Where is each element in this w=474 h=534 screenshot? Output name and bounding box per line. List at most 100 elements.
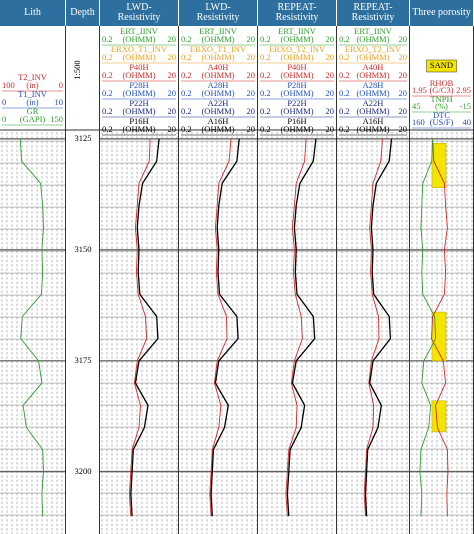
curve-unit: (OHMM) bbox=[356, 88, 389, 98]
curve-unit: (OHMM) bbox=[280, 88, 313, 98]
depth-tick-label: 3175 bbox=[75, 355, 92, 365]
track-title-text: REPEAT-Resistivity bbox=[351, 2, 395, 23]
curve-name: P40H bbox=[287, 62, 306, 72]
curve-min: 0.2 bbox=[181, 88, 192, 98]
depth-grid bbox=[0, 130, 66, 534]
curve-max: 10 bbox=[55, 97, 64, 107]
track-title: Lith bbox=[0, 0, 66, 26]
curve-max: 0 bbox=[59, 80, 63, 90]
curve-name: T2_INV bbox=[18, 72, 48, 82]
curve-name: A28H bbox=[208, 80, 229, 90]
track-title-text: Lith bbox=[24, 7, 41, 18]
log-curve bbox=[19, 138, 44, 517]
curve-max: 20 bbox=[168, 70, 177, 80]
curve-name: P16H bbox=[287, 116, 306, 126]
curve-unit: (%) bbox=[435, 101, 448, 111]
curve-max: 20 bbox=[399, 52, 408, 62]
log-curve bbox=[431, 138, 449, 517]
curve-name: P22H bbox=[287, 98, 306, 108]
curve-unit: (OHMM) bbox=[122, 52, 155, 62]
curve-max: 2.95 bbox=[456, 85, 471, 95]
curve-name: ERXO_T1_INV bbox=[190, 44, 247, 54]
curve-name: ERT_IINV bbox=[278, 26, 317, 36]
curve-unit: (OHMM) bbox=[122, 106, 155, 116]
track-title-text: LWD-Resistivity bbox=[196, 2, 240, 23]
curve-min: 0 bbox=[2, 114, 6, 124]
curve-max: 20 bbox=[326, 88, 335, 98]
curve-name: TNPH bbox=[430, 94, 452, 104]
curve-min: 0.2 bbox=[102, 106, 113, 116]
curve-unit: (G/C3) bbox=[429, 85, 453, 95]
curve-unit: (OHMM) bbox=[280, 124, 313, 134]
curve-max: 20 bbox=[168, 52, 177, 62]
curve-unit: (in) bbox=[26, 97, 38, 107]
curve-min: 0.2 bbox=[102, 34, 113, 44]
track-title: REPEAT-Resistivity bbox=[258, 0, 337, 26]
curve-max: 40 bbox=[463, 117, 472, 127]
curve-min: 1.95 bbox=[412, 85, 427, 95]
curve-min: 0.2 bbox=[102, 88, 113, 98]
depth-grid bbox=[258, 130, 337, 534]
sand-interval bbox=[431, 143, 447, 188]
curve-unit: (OHMM) bbox=[280, 106, 313, 116]
curve-min: 160 bbox=[412, 117, 425, 127]
curve-max: -15 bbox=[460, 101, 471, 111]
curve-min: 0.2 bbox=[260, 52, 271, 62]
track-title: Depth bbox=[66, 0, 100, 26]
curve-unit: (OHMM) bbox=[122, 124, 155, 134]
curve-max: 20 bbox=[247, 52, 256, 62]
curve-min: 0.2 bbox=[339, 124, 350, 134]
curve-min: 0.2 bbox=[260, 70, 271, 80]
curve-min: 0.2 bbox=[181, 124, 192, 134]
log-curve bbox=[364, 138, 393, 517]
log-curve bbox=[285, 138, 307, 517]
curve-min: 0.2 bbox=[181, 52, 192, 62]
log-curve bbox=[363, 138, 383, 517]
curve-unit: (OHMM) bbox=[280, 70, 313, 80]
curve-max: 150 bbox=[50, 114, 63, 124]
curve-unit: (OHMM) bbox=[201, 34, 234, 44]
curve-name: P28H bbox=[287, 80, 306, 90]
curve-name: A16H bbox=[363, 116, 384, 126]
curve-max: 20 bbox=[247, 70, 256, 80]
legend-swatch bbox=[426, 59, 457, 73]
curve-max: 20 bbox=[168, 124, 177, 134]
curve-unit: (OHMM) bbox=[356, 52, 389, 62]
curve-min: 0.2 bbox=[181, 34, 192, 44]
curve-min: 0.2 bbox=[339, 52, 350, 62]
curve-unit: (OHMM) bbox=[122, 70, 155, 80]
curve-max: 20 bbox=[247, 106, 256, 116]
curve-unit: (OHMM) bbox=[122, 88, 155, 98]
curve-min: 0.2 bbox=[339, 34, 350, 44]
curve-min: 0.2 bbox=[102, 52, 113, 62]
curve-unit: (GAPI) bbox=[20, 114, 46, 124]
depth-grid bbox=[100, 130, 179, 534]
track-title: LWD-Resistivity bbox=[100, 0, 179, 26]
curve-name: RHOB bbox=[430, 78, 454, 88]
curve-name: A40H bbox=[363, 62, 384, 72]
curve-name: GR bbox=[27, 106, 39, 116]
track-title: Three porosity bbox=[410, 0, 474, 26]
curve-unit: (OHMM) bbox=[201, 52, 234, 62]
curve-unit: (OHMM) bbox=[201, 106, 234, 116]
curve-unit: (US/F) bbox=[430, 117, 454, 127]
curve-max: 20 bbox=[168, 88, 177, 98]
curve-max: 20 bbox=[399, 88, 408, 98]
curve-name: P22H bbox=[129, 98, 148, 108]
curve-unit: (OHMM) bbox=[356, 34, 389, 44]
curve-min: 0.2 bbox=[339, 70, 350, 80]
curve-max: 20 bbox=[247, 124, 256, 134]
curve-unit: (OHMM) bbox=[280, 52, 313, 62]
log-curve bbox=[209, 138, 232, 517]
curve-min: 0.2 bbox=[102, 124, 113, 134]
curve-name: ERT_IINV bbox=[120, 26, 159, 36]
curve-unit: (OHMM) bbox=[201, 70, 234, 80]
curve-min: 0.2 bbox=[181, 106, 192, 116]
curve-name: T1_INV bbox=[18, 89, 48, 99]
curve-max: 20 bbox=[326, 34, 335, 44]
curve-unit: (OHMM) bbox=[356, 124, 389, 134]
curve-min: 0.2 bbox=[260, 88, 271, 98]
depth-scale: 1:500 bbox=[72, 60, 82, 79]
depth-tick-label: 3125 bbox=[75, 133, 92, 143]
